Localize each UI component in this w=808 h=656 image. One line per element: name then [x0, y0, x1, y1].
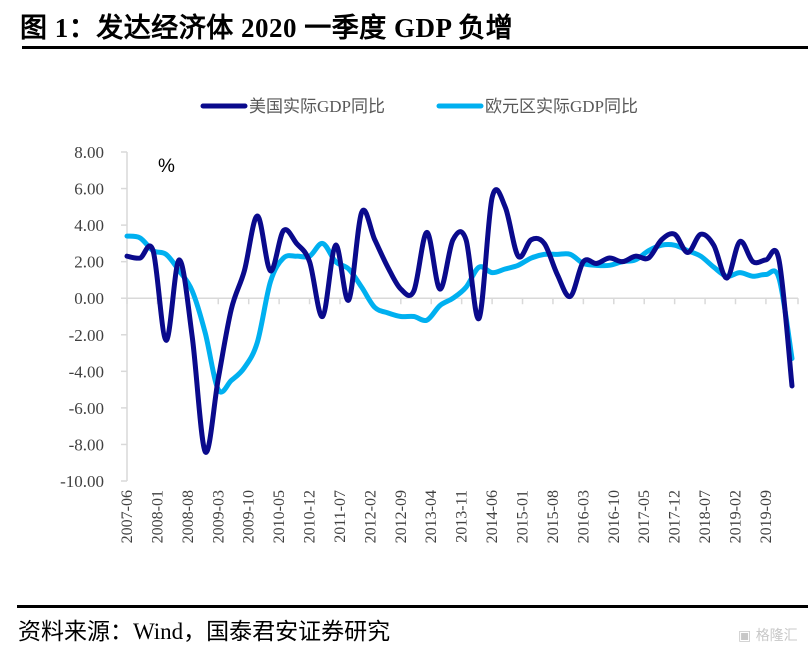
axes	[126, 152, 798, 481]
x-tick-label: 2012-02	[362, 490, 379, 543]
x-tick-label: 2013-11	[454, 490, 471, 543]
legend: 美国实际GDP同比 欧元区实际GDP同比	[200, 97, 638, 116]
x-tick-label: 2016-10	[606, 490, 623, 543]
x-tick-label: 2012-09	[393, 490, 410, 543]
title-divider	[22, 46, 808, 49]
source-divider	[17, 605, 808, 608]
x-tick-label: 2010-05	[271, 490, 288, 543]
x-tick-label: 2017-12	[667, 490, 684, 543]
series-us-gdp	[124, 187, 795, 455]
source-note: 资料来源：Wind，国泰君安证券研究	[18, 619, 391, 644]
y-tick-label: 4.00	[74, 216, 104, 235]
y-tick-label: -6.00	[69, 399, 104, 418]
watermark: ▣ 格隆汇	[738, 625, 798, 645]
y-tick-label: 8.00	[74, 143, 104, 162]
x-tick-label: 2009-03	[210, 490, 227, 543]
legend-label: 欧元区实际GDP同比	[485, 97, 638, 116]
x-tick-label: 2013-04	[423, 490, 440, 543]
y-tick-label: 6.00	[74, 180, 104, 199]
legend-item: 美国实际GDP同比	[200, 97, 385, 116]
x-tick-label: 2016-03	[575, 490, 592, 543]
watermark-logo-icon: ▣	[738, 628, 752, 644]
y-tick-label: -8.00	[69, 435, 104, 454]
watermark-text: 格隆汇	[755, 628, 798, 644]
y-tick-label: -10.00	[60, 472, 104, 491]
figure-title: 图 1：发达经济体 2020 一季度 GDP 负增	[20, 13, 514, 43]
x-tick-label: 2015-01	[515, 490, 532, 543]
x-tick-label: 2019-02	[727, 490, 744, 543]
series-lines	[124, 187, 795, 455]
y-tick-label: 0.00	[74, 289, 104, 308]
x-tick-label: 2011-07	[332, 490, 349, 543]
x-tick-label: 2008-08	[180, 490, 197, 543]
x-tick-label: 2017-05	[636, 490, 653, 543]
x-tick-label: 2019-09	[758, 490, 775, 543]
x-tick-label: 2015-08	[545, 490, 562, 543]
x-tick-label: 2009-10	[241, 490, 258, 543]
y-tick-label: 2.00	[74, 253, 104, 272]
unit-label: %	[158, 156, 175, 177]
us-gdp-line	[124, 187, 795, 455]
y-tick-label: -2.00	[69, 326, 104, 345]
x-tick-label: 2014-06	[484, 490, 501, 543]
y-tick-label: -4.00	[69, 362, 104, 381]
legend-label: 美国实际GDP同比	[249, 97, 385, 116]
eurozone-gdp-line	[124, 233, 795, 395]
line-chart: 美国实际GDP同比 欧元区实际GDP同比 % 8.00 6.00 4.00 2.00 0.…	[60, 97, 799, 543]
x-tick-label: 2008-01	[149, 490, 166, 543]
x-axis-ticks: 2007-06 2008-01 2008-08 2009-03 2009-10 2010-…	[119, 298, 799, 543]
series-eurozone-gdp	[124, 233, 795, 395]
y-axis-ticks: 8.00 6.00 4.00 2.00 0.00 -2.00 -4.00 -6.00 -8.00…	[60, 143, 127, 491]
x-tick-label: 2018-07	[697, 490, 714, 543]
x-tick-label: 2010-12	[302, 490, 319, 543]
x-tick-label: 2007-06	[119, 490, 136, 543]
legend-item: 欧元区实际GDP同比	[436, 97, 638, 116]
